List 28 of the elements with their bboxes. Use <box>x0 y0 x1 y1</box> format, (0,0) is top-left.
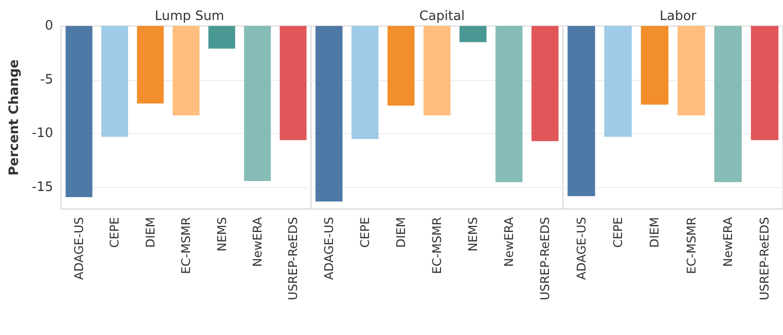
x-tick-label: DIEM <box>143 217 158 248</box>
x-tick-label: NEMS <box>466 217 480 252</box>
x-tick-label: ADAGE-US <box>574 217 588 280</box>
x-tick-label: ADAGE-US <box>322 217 336 280</box>
y-tick-label: 0 <box>44 18 54 34</box>
x-tick-label: EC-MSMR <box>430 217 444 274</box>
x-tick-label: EC-MSMR <box>684 217 698 274</box>
x-tick-label: NewERA <box>721 216 735 267</box>
x-tick-label: USREP-ReEDS <box>538 217 552 300</box>
x-tick-label: DIEM <box>394 217 408 248</box>
chart-title: Capital <box>419 9 465 24</box>
chart-title: Lump Sum <box>154 9 224 24</box>
x-tick-label: CEPE <box>611 217 625 248</box>
x-tick-label: USREP-ReEDS <box>286 217 300 300</box>
x-tick-label: ADAGE-US <box>72 217 86 280</box>
x-tick-label: CEPE <box>358 217 372 248</box>
y-axis-title: Percent Change <box>7 59 22 176</box>
x-tick-label: CEPE <box>108 217 122 248</box>
y-tick-label: -5 <box>40 72 54 88</box>
chart-title: Labor <box>660 9 698 24</box>
y-tick-label: -10 <box>32 126 54 142</box>
x-tick-label: USREP-ReEDS <box>758 217 772 300</box>
x-tick-label: NewERA <box>502 216 516 267</box>
y-tick-label: -15 <box>32 180 54 195</box>
x-tick-label: DIEM <box>648 217 662 248</box>
x-tick-label: NEMS <box>214 217 229 252</box>
x-tick-label: EC-MSMR <box>179 217 194 274</box>
x-tick-label: NewERA <box>250 216 264 267</box>
